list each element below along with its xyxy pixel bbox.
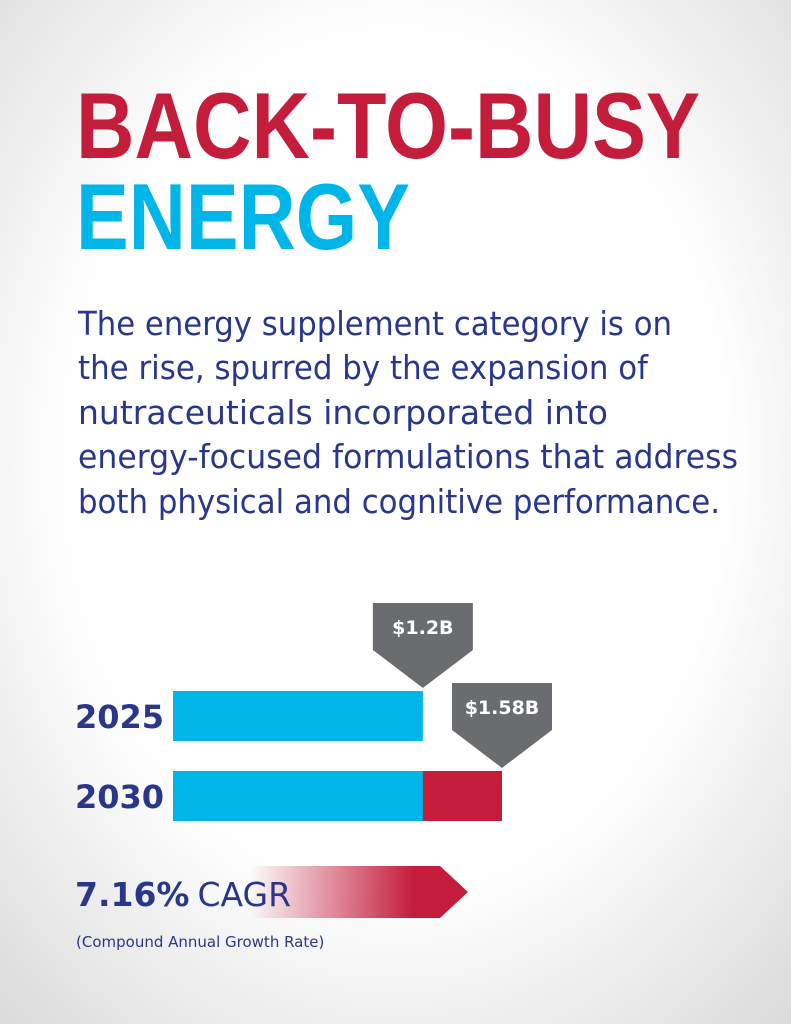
value-label: $1.2B xyxy=(392,617,453,639)
title-line: ENERGY xyxy=(76,164,410,269)
category-label: 2025 xyxy=(75,698,164,736)
cagr-line: 7.16% CAGR xyxy=(75,875,291,914)
body-line: both physical and cognitive performance. xyxy=(78,482,720,521)
body-line: The energy supplement category is on xyxy=(77,304,672,343)
body-line: energy-focused formulations that address xyxy=(78,437,738,476)
callout xyxy=(372,603,473,688)
body-line: nutraceuticals incorporated into xyxy=(78,393,608,432)
cagr-label: CAGR xyxy=(198,875,292,914)
cagr-arrow xyxy=(250,866,468,918)
cagr-note: (Compound Annual Growth Rate) xyxy=(76,933,324,951)
value-label: $1.58B xyxy=(465,697,540,719)
category-label: 2030 xyxy=(75,778,164,816)
callout xyxy=(452,683,552,768)
bar xyxy=(173,691,423,741)
bar-baseline xyxy=(173,771,423,821)
bar-chart: 2025 $1.2B 2030 $1.58B xyxy=(75,603,552,821)
title-line: BACK-TO-BUSY xyxy=(76,73,700,178)
body-line: the rise, spurred by the expansion of xyxy=(78,348,649,387)
cagr-value: 7.16% xyxy=(75,875,190,914)
